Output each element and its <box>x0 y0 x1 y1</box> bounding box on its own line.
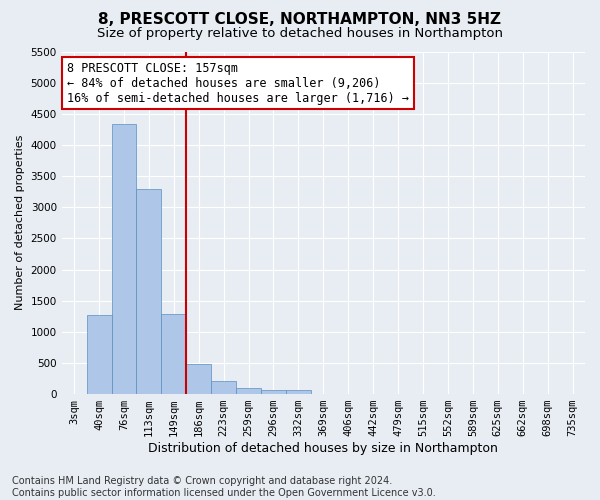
Text: 8, PRESCOTT CLOSE, NORTHAMPTON, NN3 5HZ: 8, PRESCOTT CLOSE, NORTHAMPTON, NN3 5HZ <box>98 12 502 28</box>
Bar <box>86 315 112 394</box>
Text: 8 PRESCOTT CLOSE: 157sqm
← 84% of detached houses are smaller (9,206)
16% of sem: 8 PRESCOTT CLOSE: 157sqm ← 84% of detach… <box>67 62 409 105</box>
Y-axis label: Number of detached properties: Number of detached properties <box>15 135 25 310</box>
Bar <box>211 381 236 394</box>
Bar <box>261 390 286 394</box>
Bar <box>112 124 136 394</box>
Text: Size of property relative to detached houses in Northampton: Size of property relative to detached ho… <box>97 28 503 40</box>
Bar <box>236 388 261 394</box>
Bar <box>136 188 161 394</box>
X-axis label: Distribution of detached houses by size in Northampton: Distribution of detached houses by size … <box>148 442 498 455</box>
Text: Contains HM Land Registry data © Crown copyright and database right 2024.
Contai: Contains HM Land Registry data © Crown c… <box>12 476 436 498</box>
Bar <box>161 314 186 394</box>
Bar <box>186 364 211 394</box>
Bar <box>286 390 311 394</box>
